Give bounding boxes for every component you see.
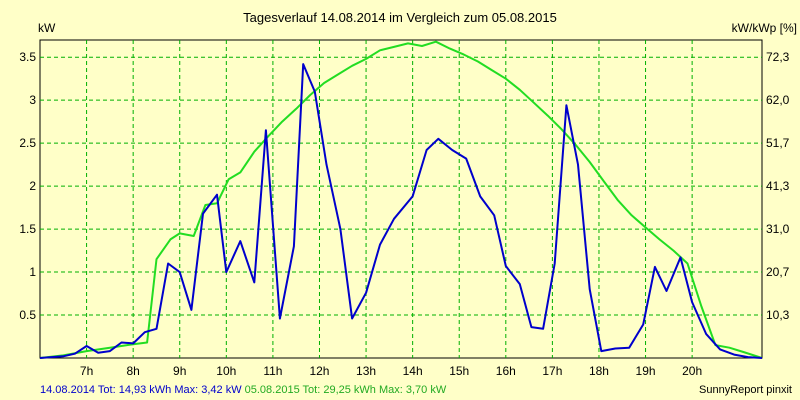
y2-tick-label: 72,3 [766,50,790,64]
y2-tick-label: 10,3 [766,308,790,322]
footer-credit: SunnyReport pinxit [699,384,792,396]
x-tick-label: 11h [263,364,282,378]
x-tick-labels: 7h 8h 9h 10h 11h 12h 13h 14h 15h 16h 17h 18h 19h 20h [80,364,702,378]
footer-summary: 14.08.2014 Tot: 14,93 kWh Max: 3,42 kW 0… [40,383,446,397]
y-tick-label: 1 [29,265,36,279]
y-tick-label: 3.5 [19,50,36,64]
y2-tick-label: 20,7 [766,265,790,279]
y2-tick-labels: 10,3 20,7 31,0 41,3 51,7 62,0 72,3 [766,50,790,322]
y-tick-label: 2.5 [19,136,36,150]
y2-tick-label: 51,7 [766,136,790,150]
y-tick-labels: 0.5 1 1.5 2 2.5 3 3.5 [19,50,36,322]
x-tick-label: 9h [173,364,186,378]
summary-2015: 05.08.2015 Tot: 29,25 kWh Max: 3,70 kW [244,384,447,396]
x-tick-label: 14h [403,364,423,378]
x-tick-label: 7h [80,364,93,378]
x-tick-label: 18h [589,364,609,378]
x-tick-label: 15h [449,364,469,378]
y-axis-label: kW [38,21,56,35]
summary-2014: 14.08.2014 Tot: 14,93 kWh Max: 3,42 kW [40,384,242,396]
y2-tick-label: 31,0 [766,222,790,236]
x-tick-label: 8h [126,364,139,378]
x-tick-label: 20h [682,364,702,378]
y-tick-label: 3 [29,93,36,107]
x-tick-label: 10h [216,364,236,378]
series-layer [39,40,763,359]
footer: 14.08.2014 Tot: 14,93 kWh Max: 3,42 kW 0… [0,383,800,399]
chart-title: Tagesverlauf 14.08.2014 im Vergleich zum… [243,10,557,25]
x-tick-label: 17h [542,364,562,378]
grid-lines [40,40,762,358]
daily-yield-chart: Tagesverlauf 14.08.2014 im Vergleich zum… [19,10,797,378]
x-tick-label: 16h [496,364,516,378]
y-tick-label: 0.5 [19,308,36,322]
series-line-2014 [39,63,763,359]
x-tick-label: 12h [309,364,329,378]
plot-area-border [39,39,763,359]
y2-tick-label: 62,0 [766,93,790,107]
y-tick-label: 2 [29,179,36,193]
y-tick-label: 1.5 [19,222,36,236]
x-tick-label: 19h [636,364,656,378]
y2-tick-label: 41,3 [766,179,790,193]
x-tick-label: 13h [356,364,376,378]
y2-axis-label: kW/kWp [%] [732,21,797,35]
series-line-2015 [39,40,763,359]
